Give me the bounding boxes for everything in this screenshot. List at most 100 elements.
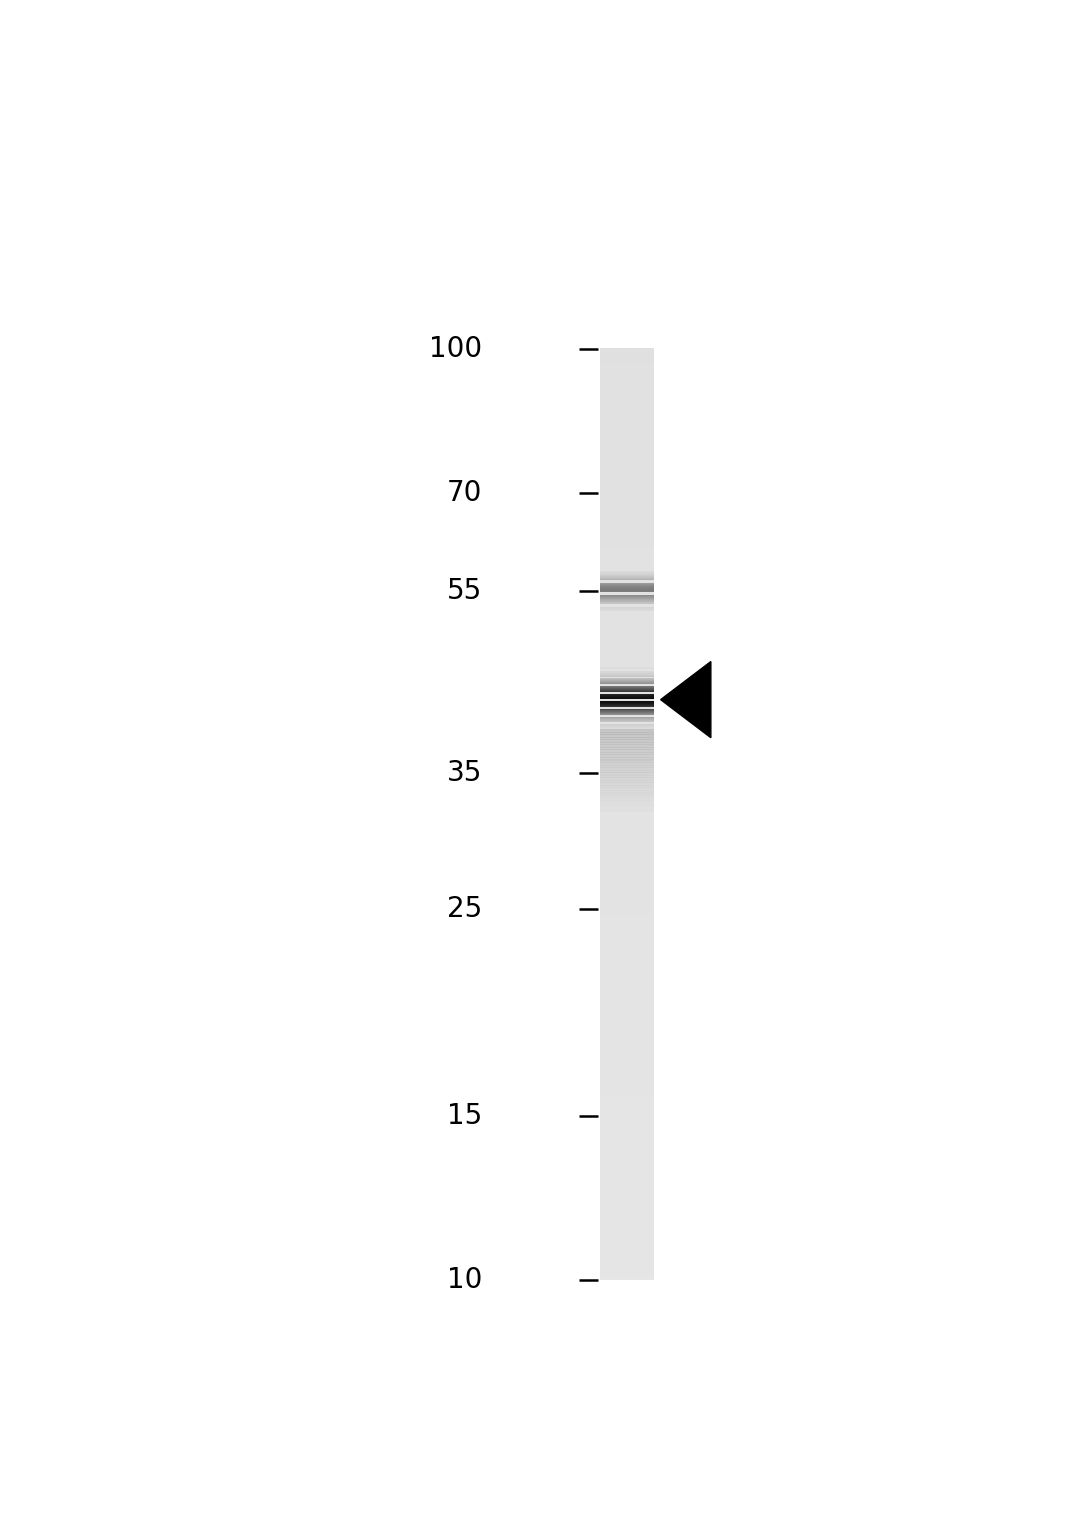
Bar: [599, 390, 654, 395]
Bar: [599, 407, 654, 410]
Bar: [599, 955, 654, 960]
Bar: [599, 925, 654, 929]
Bar: [599, 1220, 654, 1225]
Bar: [599, 1176, 654, 1180]
Text: 10: 10: [447, 1266, 483, 1294]
Bar: [599, 792, 654, 796]
Bar: [599, 462, 654, 467]
Bar: [599, 867, 654, 870]
Bar: [599, 1272, 654, 1277]
Bar: [599, 505, 654, 510]
Bar: [599, 1027, 654, 1032]
Bar: [599, 813, 654, 818]
Bar: [599, 747, 654, 750]
Bar: [599, 568, 654, 573]
Bar: [599, 1248, 654, 1252]
Bar: [599, 743, 654, 744]
Bar: [599, 623, 654, 628]
Bar: [599, 825, 654, 830]
Bar: [599, 1105, 654, 1110]
Bar: [599, 975, 654, 978]
Bar: [599, 369, 654, 374]
Bar: [599, 781, 654, 782]
Bar: [599, 788, 654, 792]
Bar: [599, 1208, 654, 1211]
Bar: [599, 1090, 654, 1093]
Bar: [599, 1148, 654, 1153]
Bar: [599, 844, 654, 848]
Bar: [599, 1229, 654, 1234]
Bar: [599, 928, 654, 932]
Bar: [599, 1055, 654, 1059]
Bar: [599, 387, 654, 392]
Bar: [599, 841, 654, 845]
Bar: [599, 1081, 654, 1084]
Bar: [599, 879, 654, 883]
Bar: [599, 819, 654, 824]
Bar: [599, 1202, 654, 1205]
Bar: [599, 441, 654, 446]
Bar: [599, 447, 654, 452]
Bar: [599, 1078, 654, 1081]
Bar: [599, 465, 654, 470]
Bar: [599, 1211, 654, 1216]
Bar: [599, 730, 654, 733]
Bar: [599, 773, 654, 778]
Bar: [599, 906, 654, 911]
Bar: [599, 769, 654, 772]
Bar: [599, 1006, 654, 1010]
Bar: [599, 577, 654, 582]
Bar: [599, 749, 654, 752]
Bar: [599, 776, 654, 781]
Bar: [599, 1151, 654, 1156]
Bar: [599, 366, 654, 371]
Bar: [599, 1266, 654, 1271]
Bar: [599, 1075, 654, 1078]
Bar: [599, 583, 654, 588]
Bar: [599, 891, 654, 896]
Bar: [599, 1173, 654, 1177]
Bar: [599, 397, 654, 401]
Bar: [599, 876, 654, 880]
Bar: [599, 744, 654, 746]
Bar: [599, 1124, 654, 1128]
Bar: [599, 655, 654, 660]
Bar: [599, 1142, 654, 1147]
Bar: [599, 410, 654, 413]
Bar: [599, 808, 654, 811]
Bar: [599, 502, 654, 507]
Bar: [599, 831, 654, 836]
Bar: [599, 652, 654, 657]
Bar: [599, 596, 654, 600]
Text: 55: 55: [447, 577, 483, 605]
Bar: [599, 764, 654, 766]
Bar: [599, 363, 654, 367]
Bar: [599, 784, 654, 785]
Bar: [599, 695, 654, 700]
Bar: [599, 733, 654, 736]
Bar: [599, 1182, 654, 1187]
Bar: [599, 1164, 654, 1168]
Bar: [599, 381, 654, 386]
Bar: [599, 922, 654, 926]
Bar: [599, 1121, 654, 1125]
Bar: [599, 1108, 654, 1113]
Bar: [599, 450, 654, 455]
Bar: [599, 966, 654, 969]
Bar: [599, 1096, 654, 1099]
Bar: [599, 1257, 654, 1262]
Bar: [599, 1157, 654, 1162]
Bar: [599, 969, 654, 972]
Bar: [599, 378, 654, 383]
Bar: [599, 987, 654, 992]
Bar: [599, 713, 654, 718]
Bar: [599, 537, 654, 542]
Bar: [599, 1118, 654, 1122]
Bar: [599, 1160, 654, 1165]
Bar: [599, 544, 654, 548]
Bar: [599, 620, 654, 625]
Bar: [599, 746, 654, 749]
Bar: [599, 978, 654, 981]
Bar: [599, 870, 654, 873]
Bar: [599, 426, 654, 430]
